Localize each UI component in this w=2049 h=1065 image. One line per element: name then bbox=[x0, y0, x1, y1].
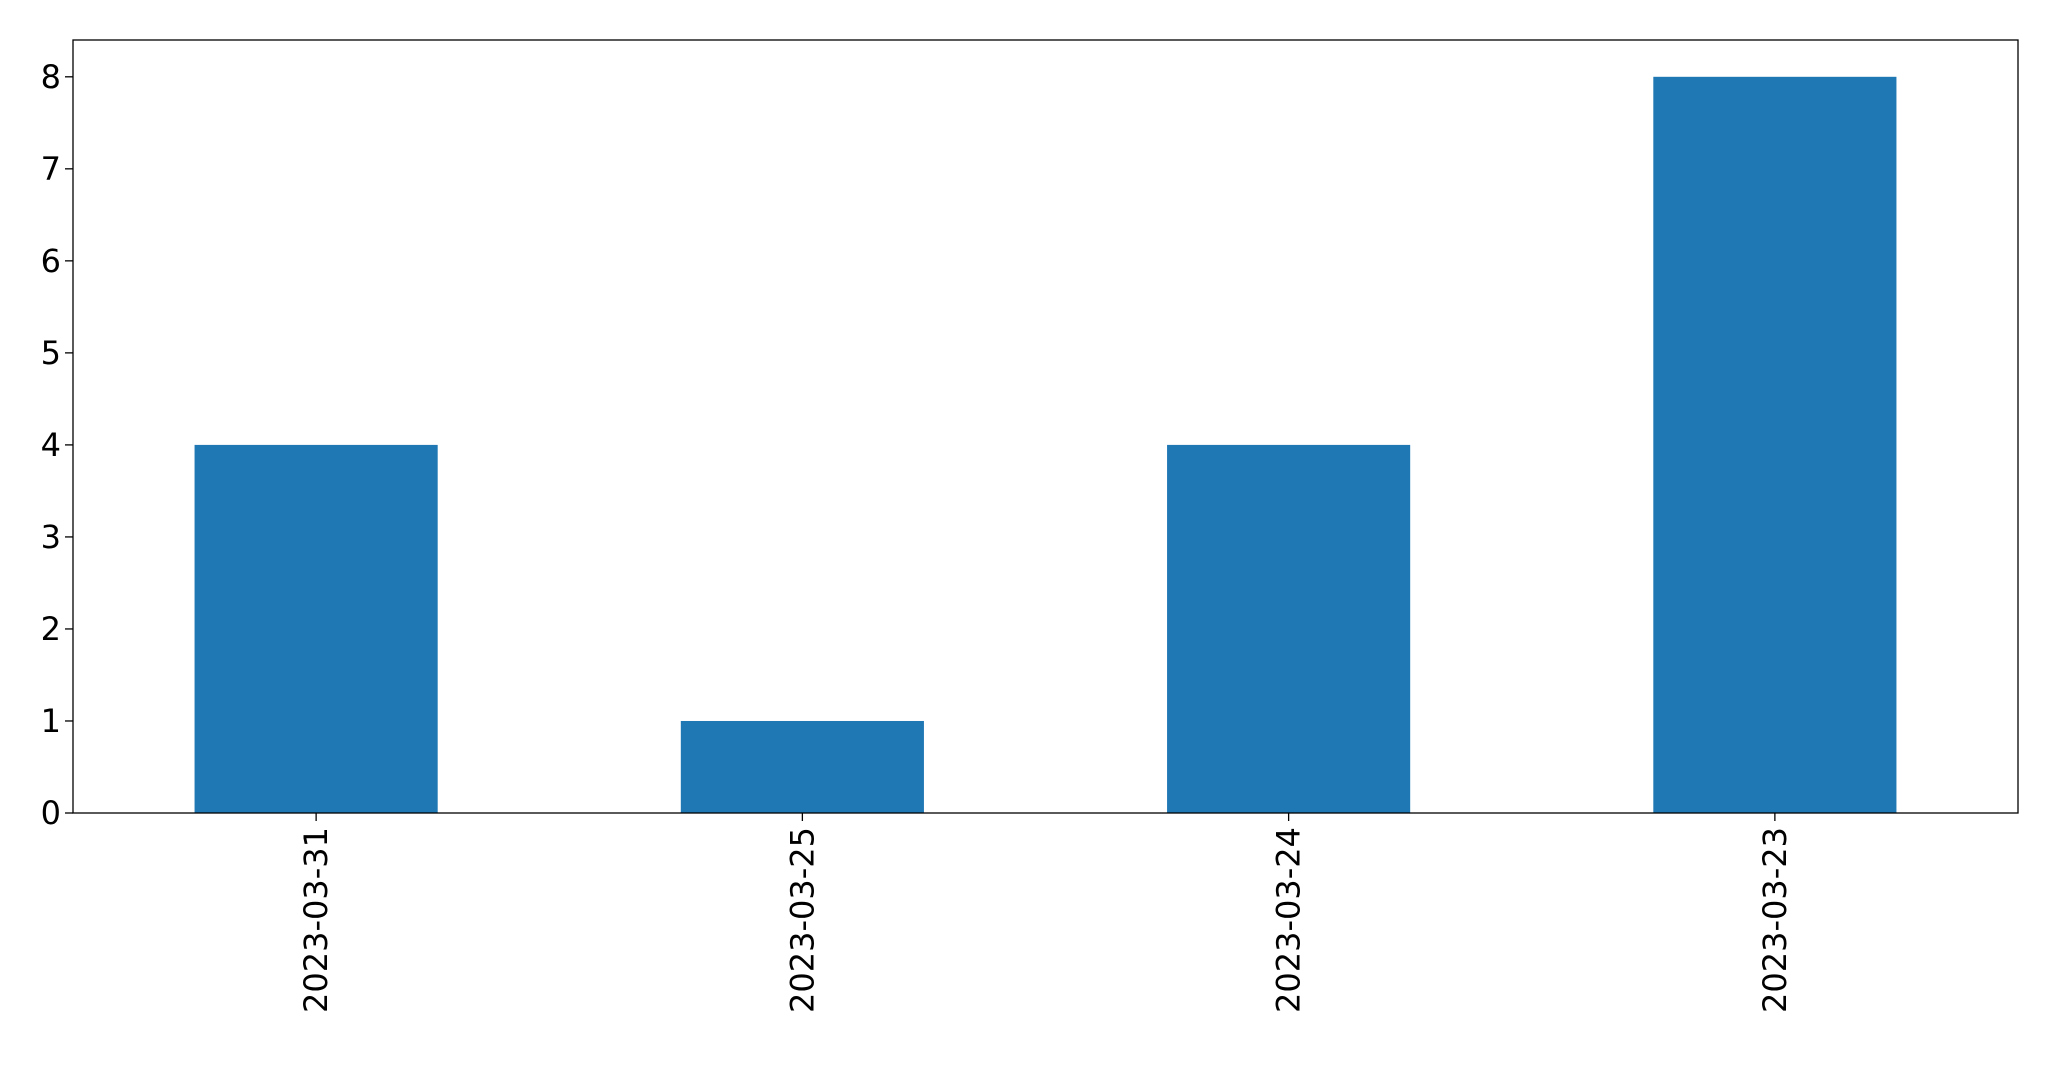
x-axis: 2023-03-31 2023-03-25 2023-03-24 2023-03-23 bbox=[297, 813, 1794, 1013]
x-tick-label: 2023-03-25 bbox=[783, 827, 821, 1013]
bars-layer bbox=[194, 76, 1897, 814]
plot-frame bbox=[72, 39, 2019, 814]
y-tick-label: 2 bbox=[41, 610, 61, 648]
y-tick-label: 0 bbox=[41, 794, 61, 832]
x-tick-label: 2023-03-23 bbox=[1756, 827, 1794, 1013]
y-tick-label: 3 bbox=[41, 518, 61, 556]
y-tick-label: 5 bbox=[41, 334, 61, 372]
y-axis: 0 1 2 3 4 5 6 7 8 bbox=[41, 58, 73, 832]
x-tick-label: 2023-03-24 bbox=[1270, 827, 1308, 1013]
y-tick-label: 8 bbox=[41, 58, 61, 96]
bar-2023-03-25 bbox=[680, 720, 924, 813]
bar-2023-03-23 bbox=[1653, 76, 1897, 814]
y-tick-label: 6 bbox=[41, 242, 61, 280]
y-tick-label: 4 bbox=[41, 426, 61, 464]
x-tick-label: 2023-03-31 bbox=[297, 827, 335, 1013]
y-tick-label: 1 bbox=[41, 702, 61, 740]
bar-2023-03-24 bbox=[1167, 444, 1411, 813]
y-tick-label: 7 bbox=[41, 150, 61, 188]
bar-2023-03-31 bbox=[194, 444, 438, 813]
